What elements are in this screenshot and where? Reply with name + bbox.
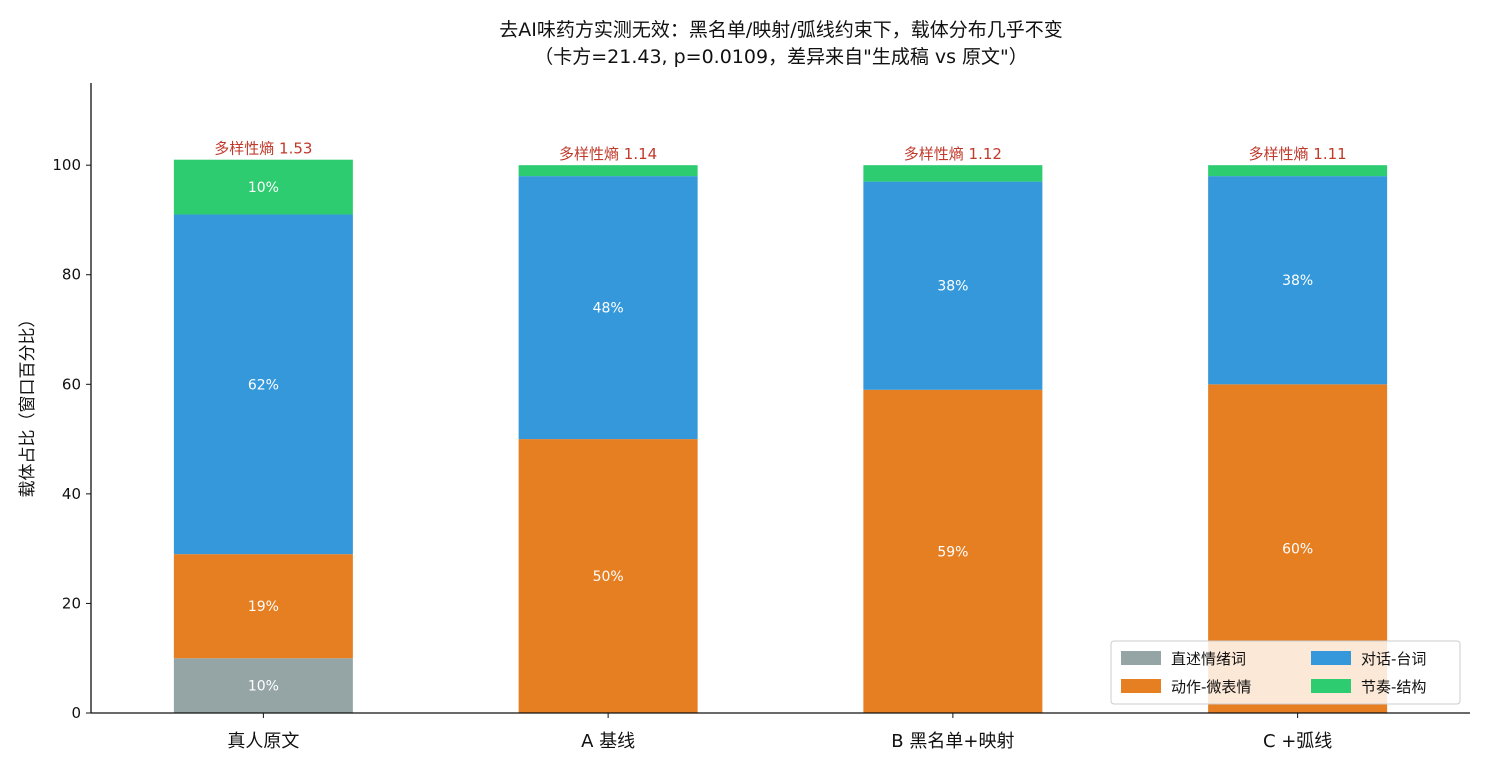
- legend-label: 动作-微表情: [1171, 678, 1251, 696]
- y-tick-label: 80: [62, 266, 81, 284]
- y-tick-label: 60: [62, 375, 81, 393]
- legend-label: 节奏-结构: [1361, 678, 1426, 696]
- bar-segment-4: [173, 159, 353, 215]
- legend-box: [1110, 640, 1461, 705]
- x-tick-label: 真人原文: [227, 731, 299, 752]
- y-tick-label: 40: [62, 485, 81, 503]
- segment-value-label: 38%: [1282, 273, 1313, 289]
- diversity-entropy-label: 多样性熵 1.14: [559, 145, 657, 163]
- segment-value-label: 62%: [248, 377, 279, 393]
- diversity-entropy-label: 多样性熵 1.53: [214, 140, 312, 158]
- bar-segment-2: [518, 439, 698, 713]
- bar-segment-4: [1208, 165, 1388, 177]
- segment-value-label: 10%: [248, 679, 279, 695]
- bar-segment-3: [1208, 176, 1388, 385]
- bar-segment-3: [518, 176, 698, 440]
- bar-segment-4: [518, 165, 698, 177]
- legend-swatch: [1311, 651, 1351, 665]
- plot-area: 10% 19% 62% 10% 多样性熵 1.53 真人原文 50% 48% 多样性熵 1.14…: [52, 83, 1470, 752]
- segment-value-label: 19%: [248, 599, 279, 615]
- x-tick-label: C +弧线: [1263, 731, 1332, 752]
- bar-segment-2: [173, 554, 353, 659]
- x-tick-label: A 基线: [581, 731, 635, 752]
- y-tick-label: 0: [71, 704, 81, 722]
- y-tick-label: 20: [62, 594, 81, 612]
- segment-value-label: 38%: [937, 279, 968, 295]
- segment-value-label: 48%: [593, 301, 624, 317]
- bar-segment-2: [863, 389, 1043, 713]
- segment-value-label: 60%: [1282, 542, 1313, 558]
- diversity-entropy-label: 多样性熵 1.12: [904, 145, 1002, 163]
- segment-value-label: 59%: [937, 544, 968, 560]
- segment-value-label: 50%: [593, 569, 624, 585]
- chart-title: 去AI味药方实测无效：黑名单/映射/弧线约束下，载体分布几乎不变: [499, 19, 1062, 41]
- diversity-entropy-label: 多样性熵 1.11: [1249, 145, 1347, 163]
- y-tick-label: 100: [52, 156, 81, 174]
- segment-value-label: 10%: [248, 180, 279, 196]
- bar-segment-1: [173, 658, 353, 713]
- legend-label: 对话-台词: [1361, 650, 1426, 668]
- legend-swatch: [1121, 679, 1161, 693]
- legend-label: 直述情绪词: [1171, 650, 1246, 668]
- chart-subtitle: （卡方=21.43, p=0.0109，差异来自"生成稿 vs 原文"）: [534, 46, 1028, 68]
- legend-swatch: [1121, 651, 1161, 665]
- bar-segment-3: [173, 214, 353, 555]
- x-tick-label: B 黑名单+映射: [891, 731, 1014, 752]
- legend-swatch: [1311, 679, 1351, 693]
- y-axis-label: 载体占比（窗口百分比）: [18, 311, 38, 498]
- bar-segment-4: [863, 165, 1043, 182]
- bar-segment-3: [863, 181, 1043, 390]
